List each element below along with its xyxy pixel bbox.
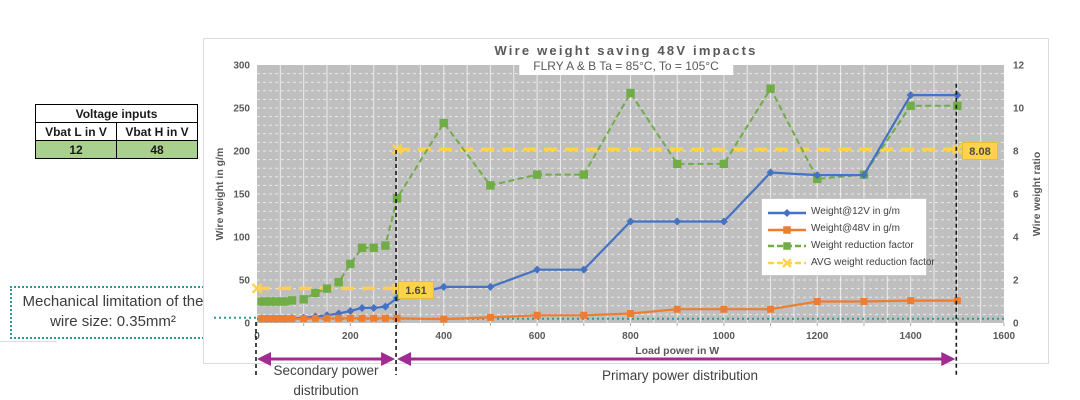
svg-text:200: 200 xyxy=(342,331,359,342)
series-weight-48v xyxy=(258,297,961,323)
chart-legend: Weight@12V in g/m Weight@48V in g/m Weig… xyxy=(761,198,935,276)
svg-text:300: 300 xyxy=(233,61,250,72)
svg-text:4: 4 xyxy=(1013,233,1019,244)
svg-text:800: 800 xyxy=(622,331,639,342)
svg-text:50: 50 xyxy=(239,276,251,287)
voltage-vbatl-value: 12 xyxy=(35,140,117,159)
svg-text:200: 200 xyxy=(233,147,250,158)
legend-label-weight12: Weight@12V in g/m xyxy=(811,206,900,218)
avg-high-value-tag: 8.08 xyxy=(962,142,998,160)
weight48-line-icon xyxy=(768,223,806,235)
svg-text:0: 0 xyxy=(254,331,260,342)
chart-subtitle: FLRY A & B Ta = 85°C, To = 105°C xyxy=(519,57,733,75)
reduction-factor-line-icon xyxy=(768,239,806,251)
svg-text:150: 150 xyxy=(233,190,250,201)
svg-text:Load power in W: Load power in W xyxy=(635,345,719,357)
voltage-vbath-value: 48 xyxy=(116,140,198,159)
voltage-table-col-vbath: Vbat H in V xyxy=(116,122,198,141)
legend-item-avg-reduction-factor: AVG weight reduction factor xyxy=(768,256,935,269)
svg-text:250: 250 xyxy=(233,104,250,115)
voltage-table-title: Voltage inputs xyxy=(35,104,198,123)
voltage-table-col-vbatl: Vbat L in V xyxy=(35,122,117,141)
secondary-distribution-label: Secondary power distribution xyxy=(273,363,379,399)
avg-low-value-tag: 1.61 xyxy=(398,281,434,299)
svg-text:10: 10 xyxy=(1013,104,1025,115)
legend-label-reduction-factor: Weight reduction factor xyxy=(811,239,914,251)
chart-card: 0 50 100 150 200 250 300 0 2 4 6 8 10 12 0 200 400 600 800… xyxy=(203,38,1049,364)
svg-text:100: 100 xyxy=(233,233,250,244)
svg-text:1600: 1600 xyxy=(993,331,1016,342)
svg-text:0: 0 xyxy=(244,319,250,330)
avg-reduction-factor-line-icon xyxy=(768,256,806,269)
page-edge-line xyxy=(0,341,57,342)
mechanical-limitation-callout: Mechanical limitation of the wire size: … xyxy=(10,286,216,339)
svg-text:1200: 1200 xyxy=(806,331,829,342)
svg-text:400: 400 xyxy=(435,331,452,342)
svg-text:2: 2 xyxy=(1013,276,1019,287)
svg-text:1000: 1000 xyxy=(713,331,736,342)
svg-text:8: 8 xyxy=(1013,147,1019,158)
svg-text:1400: 1400 xyxy=(900,331,923,342)
svg-text:0: 0 xyxy=(1013,319,1019,330)
legend-item-weight12: Weight@12V in g/m xyxy=(768,206,920,218)
legend-label-avg-reduction-factor: AVG weight reduction factor xyxy=(811,256,935,268)
svg-text:6: 6 xyxy=(1013,190,1019,201)
legend-item-reduction-factor: Weight reduction factor xyxy=(768,239,920,251)
svg-text:12: 12 xyxy=(1013,61,1025,72)
legend-label-weight48: Weight@48V in g/m xyxy=(811,223,900,235)
svg-text:Wire weight in g/m: Wire weight in g/m xyxy=(214,148,226,241)
legend-item-weight48: Weight@48V in g/m xyxy=(768,223,920,235)
chart-title: Wire weight saving 48V impacts xyxy=(494,43,758,58)
primary-distribution-label: Primary power distribution xyxy=(601,368,759,383)
svg-text:600: 600 xyxy=(529,331,546,342)
weight12-line-icon xyxy=(768,206,806,218)
voltage-inputs-table: Voltage inputs Vbat L in V Vbat H in V 1… xyxy=(35,104,198,159)
svg-text:Wire weight ratio: Wire weight ratio xyxy=(1031,152,1043,237)
